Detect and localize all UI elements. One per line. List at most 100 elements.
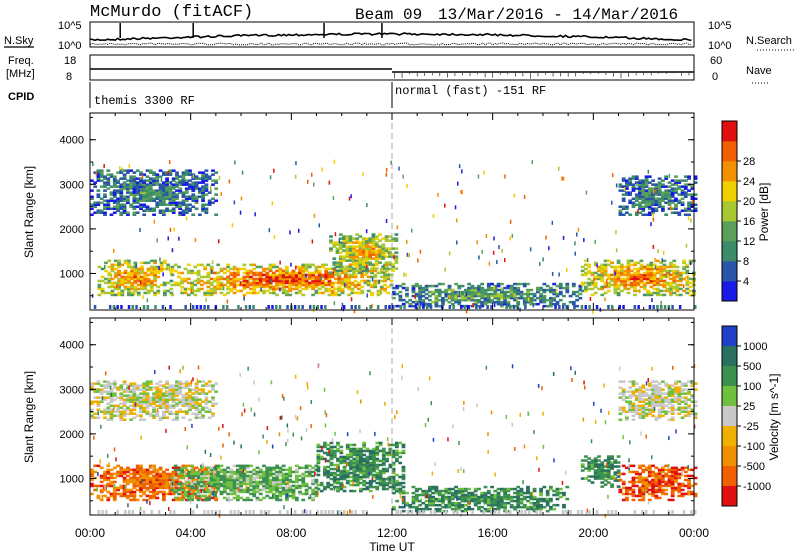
echo-cell [665,273,670,277]
echo-cell [155,382,160,385]
echo-cell [255,279,260,283]
echo-cell [165,195,169,199]
echo-cell [639,259,644,263]
echo-cell [342,257,346,260]
echo-cell [122,388,127,391]
echo-cell [656,281,660,285]
echo-cell [437,298,442,302]
echo-cell [329,457,334,461]
echo-cell [184,211,189,215]
echo-cell [200,476,204,480]
echo-cell [555,294,560,298]
echo-cell [338,259,343,262]
echo-cell [349,451,353,455]
echo-cell [236,496,240,500]
echo-cell [177,484,181,488]
echo-cell [255,488,260,492]
echo-cell [109,213,114,217]
echo-cell [184,205,189,209]
echo-cell [106,408,111,412]
echo-cell [236,474,240,478]
echo-cell [642,281,647,285]
echo-cell [136,273,141,277]
echo-cell [418,507,422,511]
noise-cell [593,277,595,282]
echo-cell [209,488,214,492]
echo-cell [178,382,183,385]
echo-cell [258,275,263,279]
echo-cell [155,470,160,474]
echo-cell [194,384,199,387]
echo-cell [444,505,449,509]
echo-cell [96,211,101,215]
echo-cell [362,473,367,477]
echo-cell [103,478,107,482]
ground-scatter-cell [350,305,353,309]
echo-cell [155,175,160,178]
echo-cell [198,408,202,412]
echo-cell [201,384,205,387]
echo-cell [133,275,138,279]
echo-cell [142,478,147,482]
echo-cell [441,505,445,509]
echo-cell [139,187,143,190]
echo-cell [355,249,360,252]
echo-cell [196,490,201,494]
echo-cell [665,283,670,287]
echo-cell [153,259,157,263]
echo-cell [329,483,334,487]
echo-cell [345,245,350,248]
echo-cell [168,396,173,399]
echo-cell [327,267,332,271]
ground-scatter-cell [505,305,508,309]
echo-cell [239,480,243,484]
echo-cell [434,294,439,298]
noise-cell [527,297,530,302]
echo-cell [633,277,637,281]
echo-cell [249,291,253,295]
echo-cell [90,189,94,192]
echo-cell [431,300,436,304]
echo-cell [214,213,219,217]
echo-cell [278,498,283,502]
echo-cell [186,470,191,474]
echo-cell [213,484,217,488]
echo-cell [316,445,321,449]
echo-cell [693,181,698,184]
echo-cell [173,496,178,500]
echo-cell [516,296,521,300]
echo-cell [687,201,691,205]
echo-cell [324,271,329,275]
echo-cell [336,443,340,447]
echo-cell [190,494,194,498]
echo-cell [165,478,169,482]
echo-cell [513,282,517,286]
echo-cell [252,480,257,484]
echo-cell [206,263,211,267]
echo-cell [272,488,276,492]
echo-cell [656,289,660,293]
noise-cell [558,166,560,171]
noise-cell [606,282,608,287]
echo-cell [680,179,685,182]
echo-cell [285,498,289,502]
echo-cell [135,400,140,404]
echo-cell [275,464,279,468]
echo-cell [626,265,631,269]
echo-cell [281,271,286,275]
echo-cell [278,482,283,486]
noise-cell [639,289,641,294]
echo-cell [641,195,646,199]
echo-cell [285,291,289,295]
echo-cell [304,474,309,478]
echo-cell [275,496,279,500]
echo-cell [329,461,334,465]
echo-cell [365,467,370,471]
echo-cell [203,498,208,502]
echo-cell [214,498,219,502]
echo-cell [152,468,156,472]
echo-cell [188,406,192,410]
noise-cell [139,228,141,233]
echo-cell [500,292,504,296]
noise-cell [669,206,672,211]
